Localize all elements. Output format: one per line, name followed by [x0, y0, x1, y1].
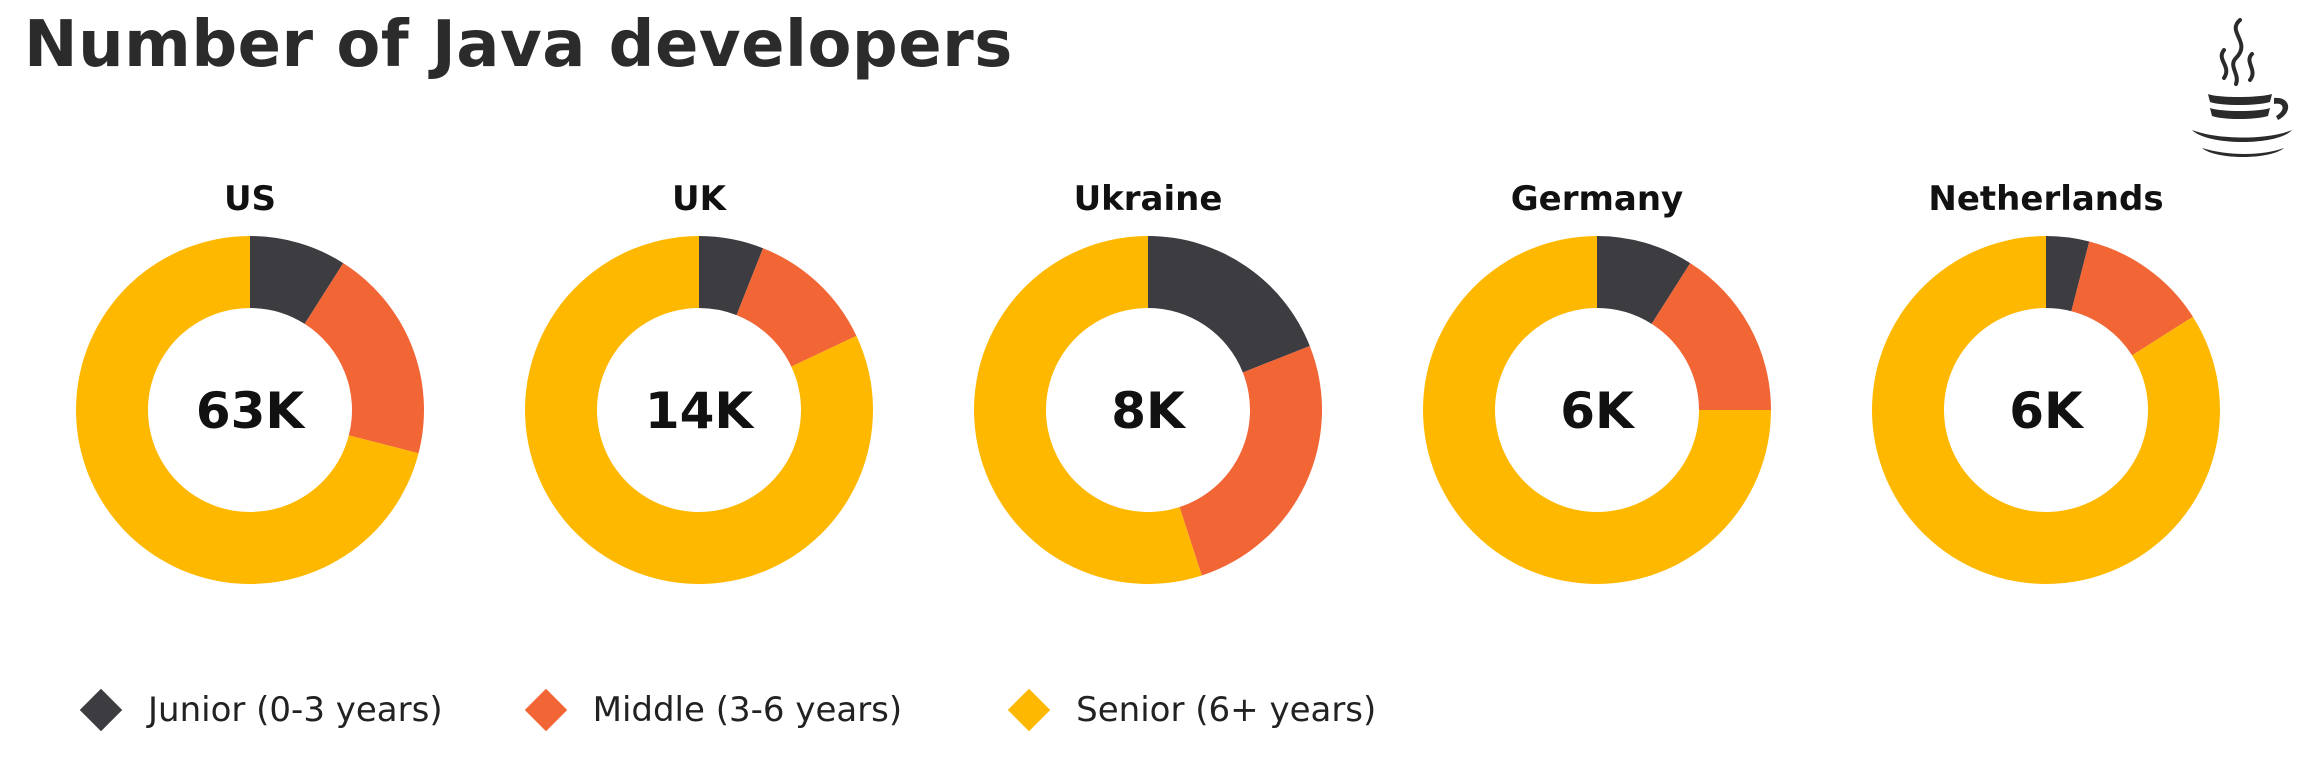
center-total-us: 63K	[196, 382, 307, 440]
legend-swatch-senior	[1007, 688, 1051, 732]
chart-title-netherlands: Netherlands	[1928, 179, 2163, 219]
slice-us-senior	[75, 236, 419, 584]
center-total-uk: 14K	[645, 382, 756, 440]
slice-uk-middle	[736, 248, 857, 367]
slice-uk-senior	[525, 236, 873, 584]
center-total-germany: 6K	[1560, 382, 1636, 440]
legend-item-senior: Senior (6+ years)	[1006, 688, 1377, 732]
slice-uk-junior	[699, 236, 764, 316]
legend-label-senior: Senior (6+ years)	[1076, 690, 1377, 730]
slice-us-junior	[250, 236, 344, 324]
page-title: Number of Java developers	[24, 8, 1013, 82]
donut-uk: UK 14K	[525, 179, 873, 584]
slice-netherlands-middle	[2071, 241, 2193, 356]
legend-item-middle: Middle (3-6 years)	[523, 688, 903, 732]
slice-ukraine-senior	[973, 236, 1202, 584]
legend-label-middle: Middle (3-6 years)	[592, 690, 903, 730]
slice-netherlands-senior	[1871, 236, 2220, 584]
legend-swatch-middle	[524, 688, 567, 732]
slice-us-middle	[304, 263, 425, 454]
donut-germany: Germany 6K	[1423, 179, 1771, 584]
slice-ukraine-junior	[1148, 236, 1310, 373]
legend-item-junior: Junior (0-3 years)	[78, 688, 443, 732]
chart-title-uk: UK	[672, 179, 728, 219]
chart-title-us: US	[224, 179, 276, 219]
center-total-ukraine: 8K	[1111, 382, 1187, 440]
slice-germany-middle	[1651, 263, 1771, 410]
slice-netherlands-junior	[2046, 236, 2090, 312]
donut-ukraine: Ukraine 8K	[973, 179, 1322, 584]
java-cup-icon	[2192, 18, 2292, 157]
donut-us: US 63K	[75, 179, 425, 584]
legend-swatch-junior	[79, 688, 123, 732]
legend: Junior (0-3 years) Middle (3-6 years) Se…	[78, 680, 1376, 740]
center-total-netherlands: 6K	[2009, 382, 2085, 440]
donut-netherlands: Netherlands 6K	[1871, 179, 2220, 584]
legend-label-junior: Junior (0-3 years)	[148, 690, 443, 730]
chart-title-germany: Germany	[1511, 179, 1683, 219]
slice-germany-junior	[1597, 236, 1691, 324]
chart-title-ukraine: Ukraine	[1074, 179, 1223, 219]
slice-ukraine-middle	[1179, 345, 1322, 576]
slice-germany-senior	[1423, 236, 1771, 584]
